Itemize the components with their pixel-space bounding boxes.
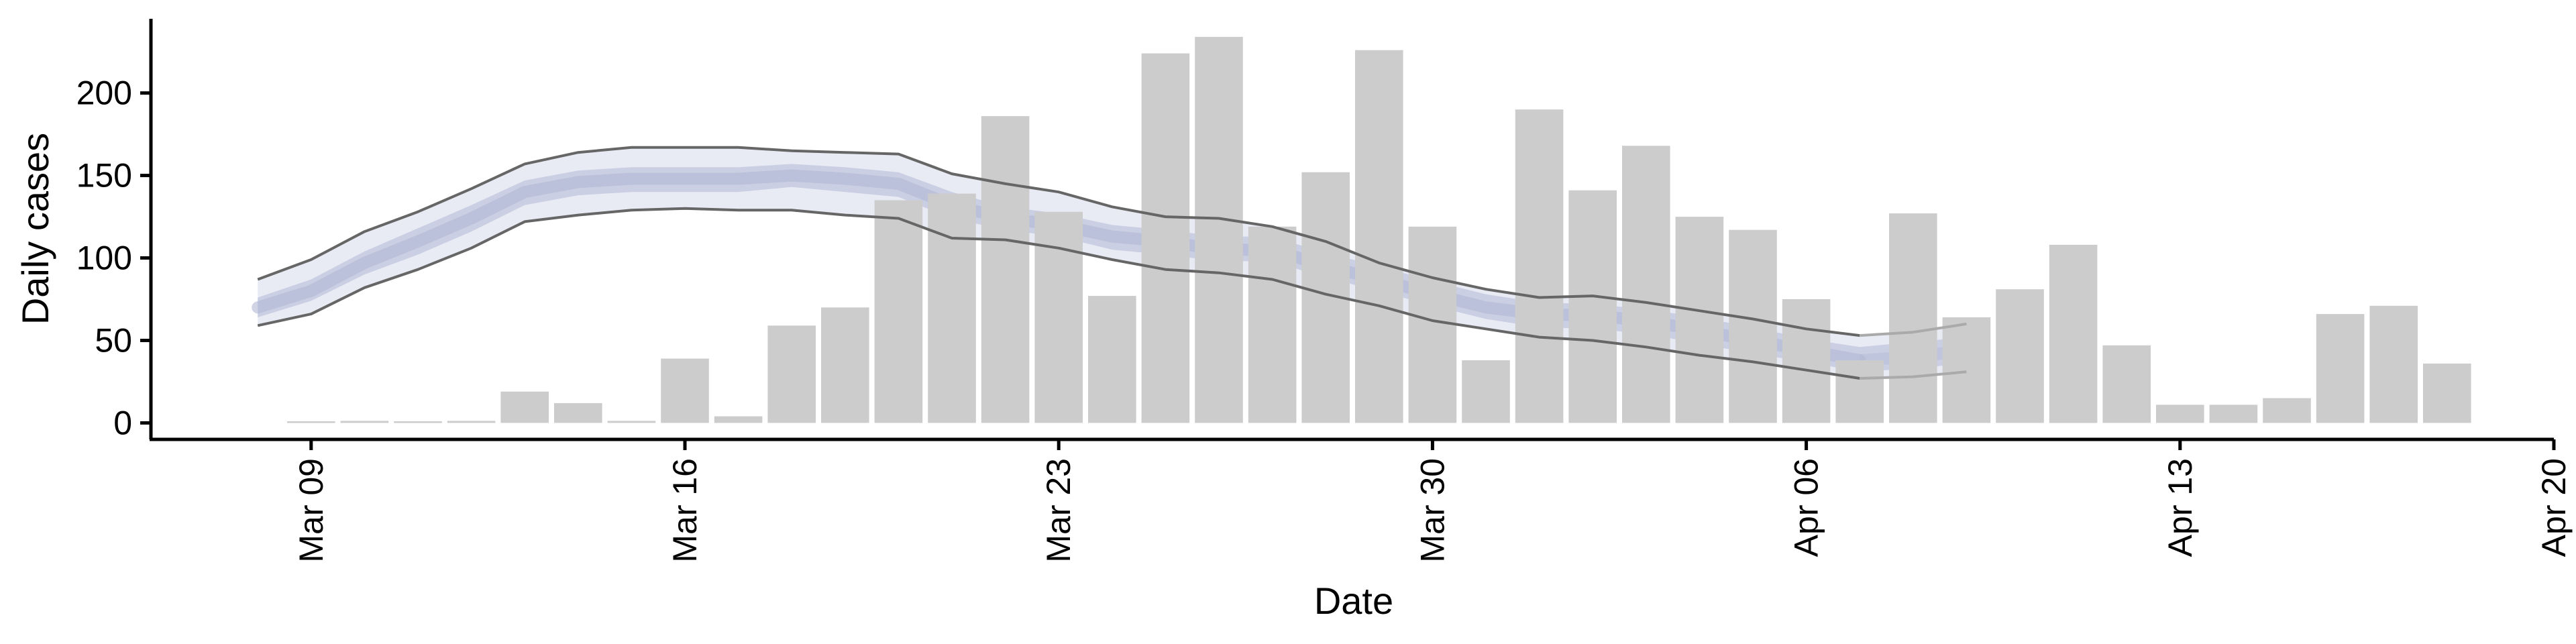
bar [1034, 211, 1083, 423]
bar [2156, 405, 2204, 423]
x-axis-title: Date [1314, 580, 1393, 622]
bar [2316, 314, 2365, 423]
bar [1355, 50, 1403, 423]
y-tick-label: 150 [76, 157, 132, 195]
bar [1568, 190, 1617, 423]
x-tick-label: Mar 16 [666, 458, 704, 563]
bar [981, 116, 1030, 423]
estimate-interval-lines [257, 146, 1967, 380]
bar [928, 193, 976, 423]
bar [1248, 226, 1297, 423]
bar [2369, 305, 2418, 423]
x-tick-label: Apr 06 [1788, 458, 1825, 557]
bar [500, 391, 549, 423]
x-tick-label: Apr 20 [2535, 458, 2573, 557]
y-tick-label: 0 [113, 404, 132, 441]
bar [340, 421, 389, 423]
bar [1088, 296, 1136, 423]
bar-layer [287, 37, 2471, 423]
bar [767, 325, 816, 423]
bar [714, 416, 763, 423]
bar [1141, 53, 1190, 423]
bar [2102, 345, 2151, 423]
bar [447, 421, 496, 423]
bar [1195, 37, 1243, 423]
bar [2209, 405, 2258, 423]
bar [1675, 217, 1724, 423]
bar [821, 307, 869, 423]
x-tick-label: Mar 09 [292, 458, 330, 563]
bar [287, 421, 335, 423]
y-tick-label: 100 [76, 239, 132, 277]
bar [554, 402, 602, 423]
y-tick-label: 200 [76, 74, 132, 112]
bar [2423, 363, 2471, 423]
bar [1889, 213, 1937, 423]
bar [1622, 146, 1670, 423]
bar [2049, 244, 2098, 423]
bar [1996, 289, 2044, 423]
bar [1515, 109, 1564, 423]
y-tick-label: 50 [95, 322, 132, 360]
y-axis-title: Daily cases [14, 133, 56, 325]
bar [661, 358, 709, 423]
bar [1942, 317, 1991, 423]
lower-interval-line-projected [1860, 370, 1967, 380]
bar [394, 421, 442, 423]
upper-interval-line [257, 146, 1860, 337]
bar [1408, 226, 1457, 423]
x-axis-ticks: Mar 09 Mar 16 Mar 23 Mar 30 Apr 06 Apr 13 Apr … [292, 439, 2573, 563]
bar [2263, 398, 2311, 423]
x-tick-label: Mar 23 [1040, 458, 1077, 563]
x-tick-label: Mar 30 [1413, 458, 1451, 563]
upper-interval-line-projected [1860, 322, 1967, 337]
y-axis-ticks: 0 50 100 150 200 [76, 74, 151, 441]
lower-interval-line [257, 207, 1860, 380]
bar [607, 421, 656, 423]
bar [1462, 360, 1510, 423]
x-tick-label: Apr 13 [2161, 458, 2199, 557]
bar [1835, 360, 1884, 423]
bar [1782, 299, 1831, 423]
bar [1729, 229, 1777, 423]
bar [874, 200, 923, 423]
